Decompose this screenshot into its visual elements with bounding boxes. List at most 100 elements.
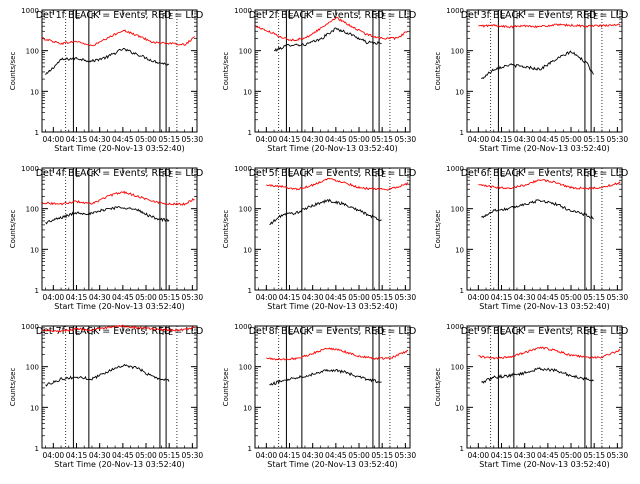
x-tick-label: 05:00 [560, 451, 582, 460]
y-tick-label: 100 [26, 206, 39, 214]
lld-series-line [266, 178, 409, 191]
marker-label: F [375, 12, 380, 21]
marker-label: F [516, 328, 521, 337]
x-tick-label: 04:45 [537, 293, 559, 302]
y-axis-label: Counts/sec [9, 52, 17, 91]
marker-label: E [75, 170, 80, 179]
x-tick-label: 04:30 [89, 293, 111, 302]
x-tick-label: 04:45 [325, 135, 347, 144]
marker-label: F [304, 170, 309, 179]
y-tick-label: 10 [455, 404, 464, 412]
y-tick-label: 10 [243, 88, 252, 96]
x-tick-label: 05:30 [395, 293, 417, 302]
x-axis-label: Start Time (20-Nov-13 03:52:40) [267, 144, 397, 153]
x-tick-label: 05:00 [135, 451, 157, 460]
marker-label: F [516, 12, 521, 21]
chart-title: Det 5f BLACK = Events, RED = LLD [249, 168, 417, 179]
y-tick-label: 1000 [234, 165, 252, 173]
x-axis-label: Start Time (20-Nov-13 03:52:40) [267, 460, 397, 469]
y-tick-label: 10 [455, 246, 464, 254]
x-tick-label: 05:30 [182, 135, 204, 144]
x-tick-label: 04:00 [256, 451, 278, 460]
x-axis-label: Start Time (20-Nov-13 03:52:40) [54, 460, 184, 469]
x-tick-label: 04:15 [66, 135, 88, 144]
plot-frame [41, 167, 198, 291]
marker-label: E [75, 328, 80, 337]
marker-label: E [288, 170, 293, 179]
events-series-line [45, 47, 170, 75]
y-tick-label: 10 [243, 404, 252, 412]
x-tick-label: 05:30 [182, 451, 204, 460]
plot-frame [254, 325, 411, 449]
chart-panel: Det 6f BLACK = Events, RED = LLD 1 10 100 10… [434, 165, 628, 311]
x-tick-label: 05:15 [583, 135, 605, 144]
x-tick-label: 04:45 [325, 451, 347, 460]
x-tick-label: 05:15 [158, 293, 180, 302]
lld-series-line [42, 324, 195, 333]
x-axis-label: Start Time (20-Nov-13 03:52:40) [54, 144, 184, 153]
x-tick-label: 04:00 [468, 451, 490, 460]
marker-label: F [91, 328, 96, 337]
marker-label: F [304, 12, 309, 21]
x-tick-label: 05:30 [607, 451, 629, 460]
marker-label: F [304, 328, 309, 337]
x-axis-label: Start Time (20-Nov-13 03:52:40) [479, 144, 609, 153]
marker-label: F [587, 12, 592, 21]
x-tick-label: 04:30 [89, 451, 111, 460]
y-tick-label: 1 [35, 129, 39, 137]
y-tick-label: 1 [460, 445, 464, 453]
marker-label: E [381, 12, 386, 21]
x-tick-label: 04:45 [537, 135, 559, 144]
chart-panel: Det 3f BLACK = Events, RED = LLD 1 10 100 10… [434, 7, 628, 153]
events-series-line [269, 368, 382, 386]
x-tick-label: 04:00 [256, 135, 278, 144]
marker-label: E [593, 328, 598, 337]
y-tick-label: 10 [455, 88, 464, 96]
x-tick-label: 05:30 [607, 135, 629, 144]
x-tick-label: 04:30 [514, 451, 536, 460]
x-tick-label: 04:00 [468, 135, 490, 144]
lld-series-line [255, 16, 408, 42]
chart-panel: Det 5f BLACK = Events, RED = LLD 1 10 100 10… [222, 165, 416, 311]
y-tick-label: 1000 [446, 7, 464, 15]
y-tick-label: 1000 [234, 323, 252, 331]
x-tick-label: 04:15 [66, 451, 88, 460]
plot-frame [466, 167, 623, 291]
x-tick-label: 04:30 [302, 451, 324, 460]
chart-panel: Det 4f BLACK = Events, RED = LLD 1 10 100 10… [9, 165, 203, 311]
x-tick-label: 04:30 [514, 293, 536, 302]
x-axis-label: Start Time (20-Nov-13 03:52:40) [54, 302, 184, 311]
x-tick-label: 04:15 [66, 293, 88, 302]
y-tick-label: 10 [30, 88, 39, 96]
marker-label: E [500, 170, 505, 179]
chart-title: Det 8f BLACK = Events, RED = LLD [249, 326, 417, 337]
x-tick-label: 05:00 [348, 293, 370, 302]
x-tick-label: 05:15 [583, 451, 605, 460]
marker-label: F [375, 170, 380, 179]
marker-label: E [500, 328, 505, 337]
y-axis-label: Counts/sec [222, 368, 230, 407]
y-tick-label: 10 [30, 246, 39, 254]
plot-frame [466, 325, 623, 449]
y-tick-label: 1000 [234, 7, 252, 15]
x-tick-label: 04:45 [112, 293, 134, 302]
x-tick-label: 04:15 [279, 135, 301, 144]
events-series-line [481, 199, 594, 220]
x-tick-label: 04:45 [112, 135, 134, 144]
y-tick-label: 100 [239, 206, 252, 214]
y-axis-label: Counts/sec [222, 210, 230, 249]
y-tick-label: 100 [451, 48, 464, 56]
y-tick-label: 1000 [21, 323, 39, 331]
marker-label: F [162, 170, 167, 179]
marker-label: E [288, 12, 293, 21]
x-tick-label: 05:30 [395, 135, 417, 144]
y-tick-label: 100 [26, 48, 39, 56]
lld-series-line [42, 190, 195, 206]
y-axis-label: Counts/sec [434, 210, 442, 249]
y-tick-label: 1000 [21, 165, 39, 173]
x-tick-label: 05:30 [607, 293, 629, 302]
y-tick-label: 1 [35, 287, 39, 295]
plot-frame [254, 167, 411, 291]
marker-label: E [168, 12, 173, 21]
